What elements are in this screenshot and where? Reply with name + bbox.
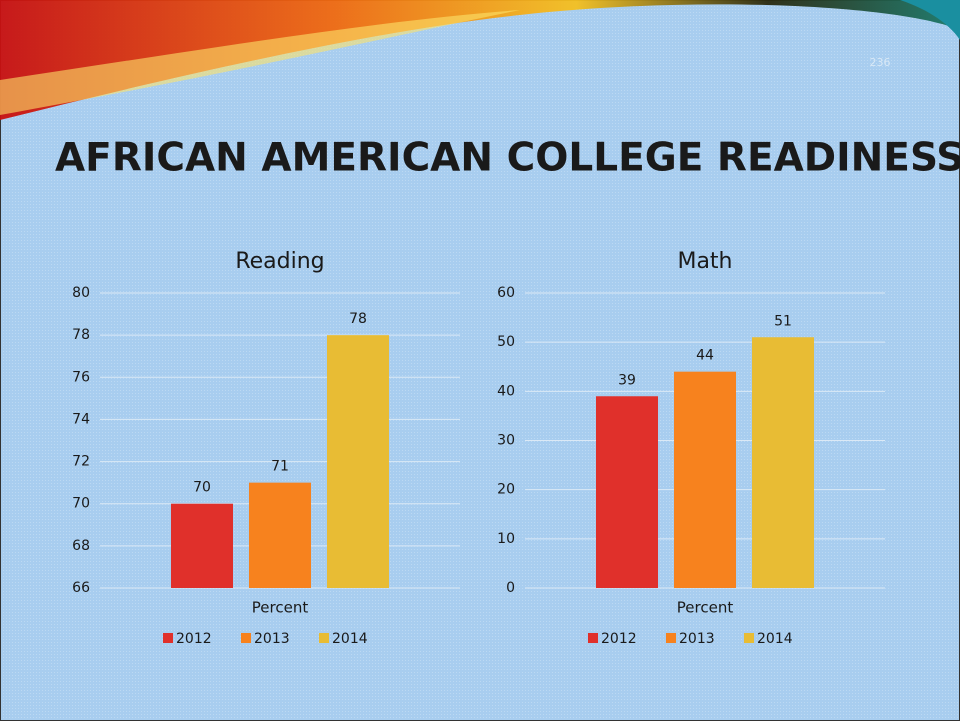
- y-tick-label: 40: [497, 383, 515, 399]
- y-tick-label: 0: [506, 580, 515, 596]
- x-tick-label: Percent: [252, 599, 309, 617]
- y-tick-label: 74: [72, 411, 90, 427]
- chart-title: Reading: [235, 249, 324, 274]
- legend-swatch: [163, 633, 173, 643]
- y-tick-label: 80: [72, 285, 90, 301]
- chart-title: Math: [677, 249, 732, 274]
- y-tick-label: 76: [72, 369, 90, 385]
- x-tick-label: Percent: [677, 599, 734, 617]
- slide: 236 AFRICAN AMERICAN COLLEGE READINESS R…: [0, 0, 960, 721]
- y-tick-label: 20: [497, 482, 515, 498]
- bar: [596, 396, 658, 588]
- legend-swatch: [319, 633, 329, 643]
- y-tick-label: 30: [497, 433, 515, 449]
- y-tick-label: 78: [72, 327, 90, 343]
- value-label: 70: [193, 480, 211, 496]
- y-tick-label: 70: [72, 496, 90, 512]
- slide-title: AFRICAN AMERICAN COLLEGE READINESS: [55, 136, 960, 181]
- y-tick-label: 60: [497, 285, 515, 301]
- value-label: 39: [618, 372, 636, 388]
- background: [0, 0, 960, 721]
- legend-label: 2012: [176, 631, 212, 647]
- legend-swatch: [241, 633, 251, 643]
- bar: [674, 372, 736, 588]
- legend-label: 2014: [332, 631, 368, 647]
- legend-swatch: [744, 633, 754, 643]
- bar: [249, 483, 311, 588]
- legend-swatch: [666, 633, 676, 643]
- y-tick-label: 66: [72, 580, 90, 596]
- legend-label: 2014: [757, 631, 793, 647]
- value-label: 71: [271, 459, 289, 475]
- y-tick-label: 72: [72, 454, 90, 470]
- y-tick-label: 68: [72, 538, 90, 554]
- legend-swatch: [588, 633, 598, 643]
- legend-label: 2012: [601, 631, 637, 647]
- value-label: 78: [349, 311, 367, 327]
- legend-label: 2013: [679, 631, 715, 647]
- bar: [327, 335, 389, 588]
- bar: [171, 504, 233, 588]
- legend-label: 2013: [254, 631, 290, 647]
- y-tick-label: 10: [497, 531, 515, 547]
- page-number: 236: [870, 56, 891, 69]
- bar: [752, 337, 814, 588]
- y-tick-label: 50: [497, 334, 515, 350]
- value-label: 51: [774, 313, 792, 329]
- value-label: 44: [696, 348, 714, 364]
